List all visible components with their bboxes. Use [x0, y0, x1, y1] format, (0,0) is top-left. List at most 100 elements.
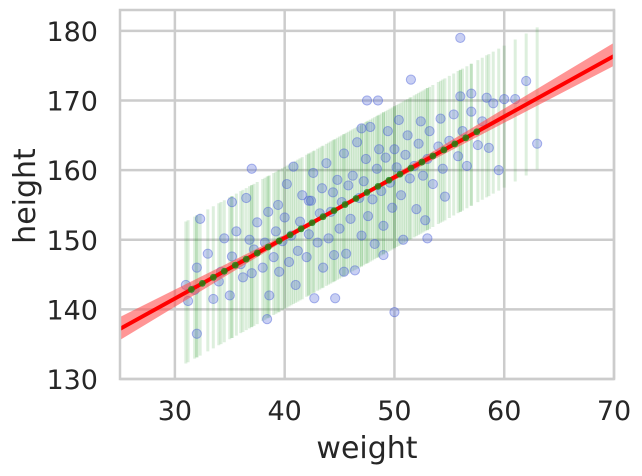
- data-point: [191, 328, 202, 339]
- data-point: [330, 293, 341, 304]
- data-point: [424, 126, 435, 137]
- data-point: [323, 233, 334, 244]
- data-point: [415, 116, 426, 127]
- data-point: [481, 92, 492, 103]
- data-point: [294, 216, 306, 227]
- data-point: [358, 176, 369, 187]
- data-point: [521, 75, 532, 87]
- data-point: [466, 106, 477, 117]
- data-point: [422, 233, 433, 244]
- data-point: [437, 163, 448, 174]
- data-point: [312, 237, 323, 248]
- data-point: [202, 248, 213, 259]
- data-point: [393, 114, 404, 126]
- data-point: [317, 262, 329, 273]
- x-tick-label: 40: [267, 396, 301, 427]
- data-point: [262, 314, 273, 325]
- data-point: [378, 220, 389, 231]
- x-tick-label: 70: [597, 396, 631, 427]
- mean-markers: [187, 128, 481, 293]
- data-point: [405, 74, 417, 85]
- data-point: [373, 144, 385, 155]
- y-tick-label: 160: [46, 156, 98, 187]
- data-point: [483, 142, 494, 153]
- data-point: [466, 88, 477, 99]
- data-point: [316, 183, 328, 194]
- data-point: [246, 163, 257, 174]
- mean-marker: [396, 170, 404, 178]
- data-point: [411, 204, 422, 215]
- data-point: [387, 202, 398, 213]
- data-point: [327, 187, 339, 198]
- data-point: [369, 238, 380, 250]
- data-point: [461, 160, 472, 172]
- mean-marker: [319, 213, 327, 221]
- mean-marker: [187, 286, 195, 293]
- mean-marker: [198, 279, 206, 287]
- data-point: [352, 137, 363, 148]
- data-point: [380, 152, 391, 163]
- data-point: [272, 199, 284, 211]
- data-point: [488, 98, 499, 109]
- data-point: [297, 190, 308, 201]
- data-point: [252, 217, 263, 228]
- y-axis-label: height: [8, 148, 43, 244]
- data-point: [226, 197, 238, 208]
- data-layer: [120, 27, 614, 364]
- data-point: [398, 234, 409, 245]
- data-point: [268, 252, 279, 263]
- data-point: [305, 195, 317, 206]
- mean-marker: [242, 255, 250, 263]
- data-point: [453, 151, 464, 162]
- data-point: [402, 130, 413, 141]
- data-point: [362, 210, 374, 222]
- data-point: [532, 138, 543, 149]
- data-point: [338, 148, 350, 159]
- data-point: [361, 95, 373, 106]
- data-point: [208, 293, 219, 305]
- mean-marker: [209, 273, 217, 281]
- data-point: [334, 223, 345, 234]
- data-point: [347, 170, 358, 181]
- data-point: [382, 126, 393, 137]
- mean-marker: [374, 182, 382, 190]
- y-tick-label: 140: [46, 295, 98, 326]
- data-point: [472, 139, 483, 151]
- data-point: [246, 268, 257, 279]
- data-point: [195, 213, 206, 224]
- data-point: [435, 113, 446, 124]
- x-tick-label: 50: [377, 396, 411, 427]
- data-point: [455, 91, 466, 102]
- tick-labels: 30 40 50 60 70 130 140 150 160 170 180: [46, 17, 631, 427]
- mean-marker: [264, 243, 272, 251]
- mean-marker: [473, 128, 481, 136]
- y-tick-label: 170: [46, 87, 98, 118]
- mean-marker: [451, 140, 459, 148]
- data-point: [219, 233, 230, 244]
- data-point: [365, 121, 376, 133]
- data-point: [341, 248, 352, 259]
- mean-marker: [253, 249, 261, 257]
- data-point: [303, 229, 314, 240]
- mean-marker: [418, 158, 426, 166]
- data-point: [303, 195, 314, 206]
- data-point: [231, 226, 242, 237]
- data-point: [332, 174, 343, 185]
- y-tick-label: 150: [46, 226, 98, 257]
- data-point: [191, 262, 202, 273]
- mean-marker: [330, 207, 338, 215]
- data-point: [448, 109, 459, 120]
- data-point: [420, 215, 431, 226]
- data-point: [264, 290, 275, 301]
- data-point: [343, 180, 354, 191]
- data-point: [244, 234, 255, 245]
- y-tick-label: 130: [46, 365, 98, 396]
- mean-marker: [231, 261, 239, 269]
- data-point: [371, 163, 382, 174]
- observations: [180, 32, 543, 339]
- mean-marker: [341, 201, 349, 208]
- data-point: [281, 178, 292, 190]
- data-point: [263, 206, 274, 218]
- mean-marker: [286, 231, 294, 239]
- data-point: [372, 95, 384, 106]
